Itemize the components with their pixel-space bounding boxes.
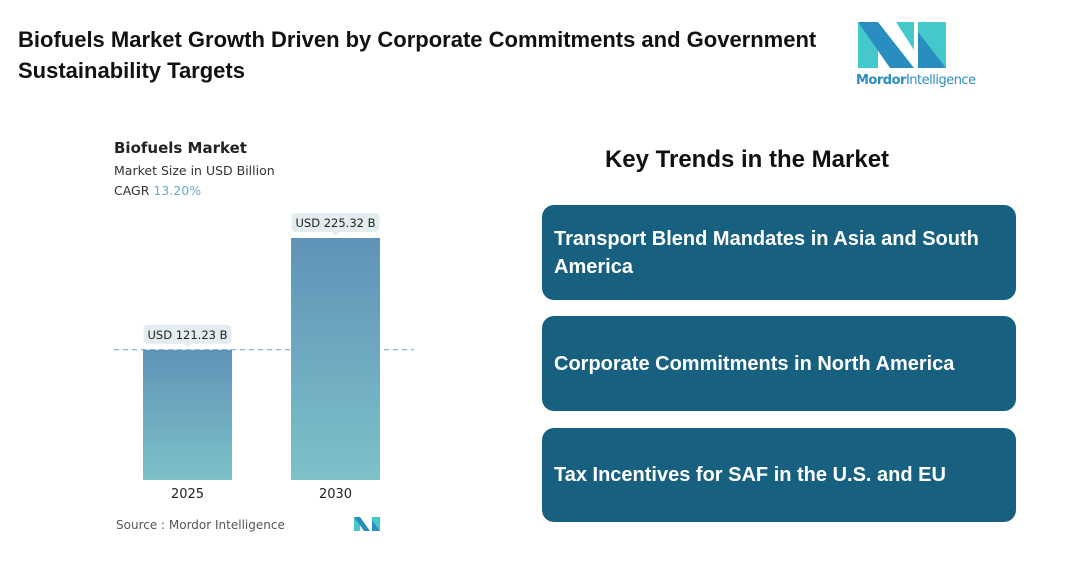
trend-card: Corporate Commitments in North America	[542, 316, 1016, 411]
bar-2030	[291, 238, 380, 480]
x-tick-label: 2025	[171, 487, 204, 502]
source-note: Source : Mordor Intelligence	[116, 518, 285, 532]
data-label-bg	[291, 213, 380, 232]
mordor-intelligence-logo: MordorIntelligence	[856, 20, 976, 95]
trend-card: Transport Blend Mandates in Asia and Sou…	[542, 205, 1016, 300]
chart-title: Biofuels Market	[114, 139, 247, 157]
trends-heading: Key Trends in the Market	[604, 146, 890, 173]
bar-2025	[143, 349, 232, 480]
logo-mark-icon	[858, 22, 946, 68]
trend-card: Tax Incentives for SAF in the U.S. and E…	[542, 428, 1016, 522]
data-label: USD 121.23 B	[147, 328, 227, 342]
data-label: USD 225.32 B	[295, 216, 375, 230]
page-title: Biofuels Market Growth Driven by Corpora…	[18, 27, 817, 83]
logo-text: MordorIntelligence	[856, 73, 976, 88]
data-label-pointer	[183, 343, 192, 348]
cagr: CAGR 13.20%	[114, 183, 202, 198]
bar-chart: USD 121.23 B 2025 USD 225.32 B 2030	[114, 213, 414, 502]
data-label-pointer	[331, 232, 340, 236]
x-tick-label: 2030	[319, 487, 352, 502]
data-label-bg	[143, 324, 232, 344]
chart-subtitle: Market Size in USD Billion	[114, 163, 275, 178]
cagr-value: 13.20%	[153, 183, 202, 198]
source-logo-icon	[354, 517, 380, 531]
